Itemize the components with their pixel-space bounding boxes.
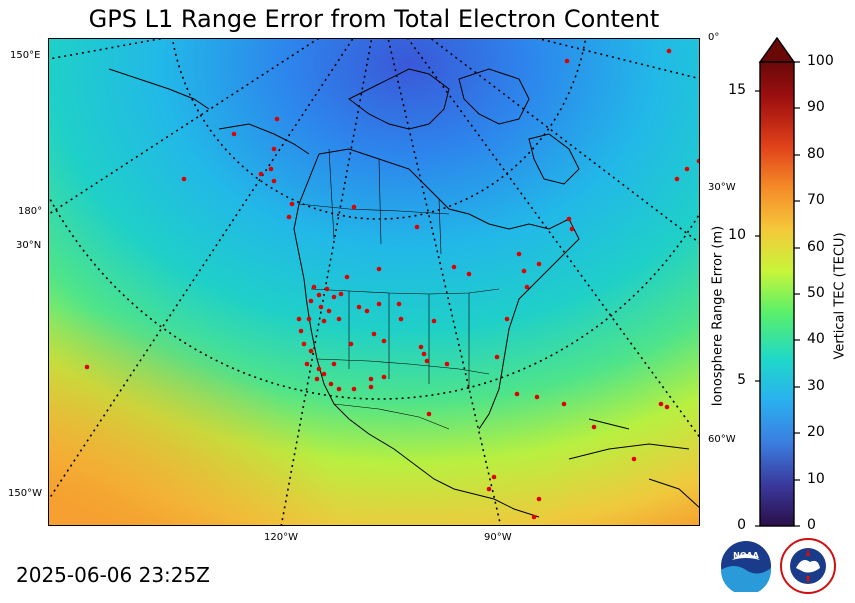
graticule — [49, 39, 699, 525]
national-weather-service-logo — [780, 538, 836, 594]
map-title: GPS L1 Range Error from Total Electron C… — [88, 5, 660, 33]
tec-map-canvas — [49, 39, 699, 525]
tec-tick-60: 60 — [807, 239, 825, 255]
coastlines — [108, 68, 699, 518]
range-tick-15: 15 — [728, 82, 746, 98]
colorbar-extend-arrow — [758, 36, 796, 63]
range-tick-10: 10 — [728, 227, 746, 243]
colorbar-fill — [759, 61, 795, 527]
tec-tick-50: 50 — [807, 285, 825, 301]
tec-tick-10: 10 — [807, 471, 825, 487]
lon-label-180: 180° — [18, 206, 43, 217]
tec-tick-80: 80 — [807, 146, 825, 162]
tec-tick-20: 20 — [807, 424, 825, 440]
tec-tick-70: 70 — [807, 192, 825, 208]
political-boundaries — [298, 148, 500, 430]
lat-label-30n: 30°N — [16, 240, 42, 251]
valid-time: 2025-06-06 23:25Z — [16, 563, 210, 587]
lon-label-0: 0° — [708, 32, 720, 43]
tec-tick-90: 90 — [807, 99, 825, 115]
range-tick-5: 5 — [737, 372, 746, 388]
lon-label-120w: 120°W — [264, 532, 298, 543]
tec-tick-0: 0 — [807, 517, 816, 533]
colorbar-tick-marks — [755, 61, 800, 527]
lon-label-90w: 90°W — [484, 532, 512, 543]
svg-text:NOAA: NOAA — [733, 551, 759, 560]
gps-station-markers — [84, 48, 699, 520]
tec-tick-30: 30 — [807, 378, 825, 394]
lon-label-30w: 30°W — [708, 182, 736, 193]
tec-tick-40: 40 — [807, 331, 825, 347]
lon-label-60w: 60°W — [708, 434, 736, 445]
lon-label-150e: 150°E — [10, 50, 41, 61]
tec-tick-100: 100 — [807, 53, 834, 69]
noaa-logo: NOAA — [721, 541, 771, 592]
lon-label-150w: 150°W — [8, 488, 42, 499]
range-tick-0: 0 — [737, 517, 746, 533]
tec-map — [48, 38, 700, 526]
tec-colorbar — [755, 36, 800, 527]
